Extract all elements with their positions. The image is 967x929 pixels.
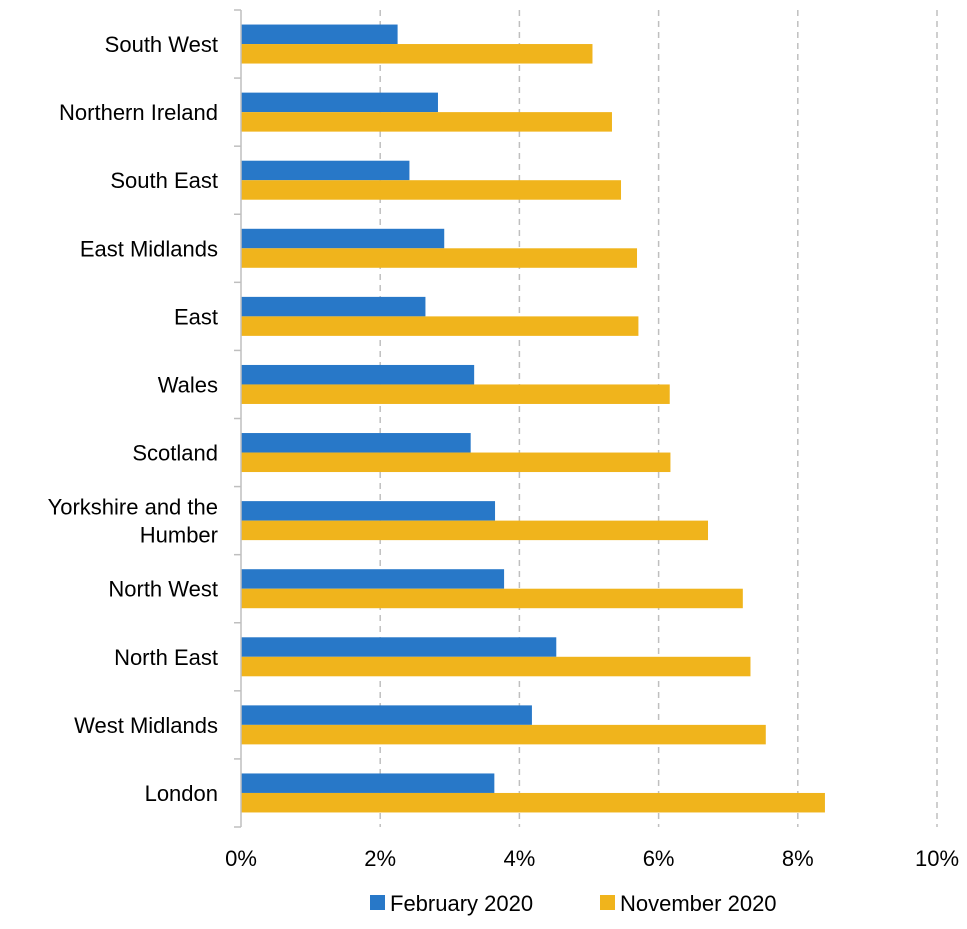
x-tick-label: 2% xyxy=(364,846,396,871)
x-tick-label: 4% xyxy=(504,846,536,871)
x-tick-label: 6% xyxy=(643,846,675,871)
bars xyxy=(241,24,825,813)
category-label-line: Yorkshire and the xyxy=(48,495,218,520)
bar-november-2020 xyxy=(241,316,639,336)
category-label: Yorkshire and the Humber xyxy=(48,495,218,548)
legend-label-november-2020: November 2020 xyxy=(620,891,777,916)
category-label: Northern Ireland xyxy=(59,100,218,125)
x-tick-label: 0% xyxy=(225,846,257,871)
category-label: East Midlands xyxy=(80,236,218,261)
category-label-line: Humber xyxy=(140,523,218,548)
category-label-line: North West xyxy=(108,577,218,602)
category-label-line: South East xyxy=(110,168,218,193)
category-label-line: Scotland xyxy=(132,441,218,466)
bar-november-2020 xyxy=(241,248,638,268)
category-label-line: Wales xyxy=(158,372,218,397)
category-label-line: London xyxy=(145,781,218,806)
bar-november-2020 xyxy=(241,792,825,813)
category-label: Wales xyxy=(158,372,218,397)
bar-february-2020 xyxy=(241,637,557,657)
bar-november-2020 xyxy=(241,112,612,132)
category-label-line: Northern Ireland xyxy=(59,100,218,125)
bar-november-2020 xyxy=(241,452,671,473)
bar-february-2020 xyxy=(241,433,471,453)
bar-november-2020 xyxy=(241,44,593,64)
gridlines xyxy=(379,10,938,827)
category-label-line: East xyxy=(174,304,218,329)
bar-february-2020 xyxy=(241,705,532,725)
category-label-line: East Midlands xyxy=(80,236,218,261)
legend-swatch-february-2020 xyxy=(370,895,385,910)
category-labels: South West Northern Ireland South East East… xyxy=(48,32,218,806)
bar-february-2020 xyxy=(241,228,445,249)
x-tick-labels: 0% 2% 4% 6% 8% 10% xyxy=(225,846,959,871)
bar-february-2020 xyxy=(241,296,426,317)
bar-november-2020 xyxy=(241,384,670,404)
bar-november-2020 xyxy=(241,724,766,745)
bar-february-2020 xyxy=(241,160,410,181)
category-label: London xyxy=(145,781,218,806)
bar-november-2020 xyxy=(241,180,622,200)
x-tick-label: 10% xyxy=(915,846,959,871)
x-tick-label: 8% xyxy=(782,846,814,871)
bar-february-2020 xyxy=(241,364,475,385)
legend: February 2020 November 2020 xyxy=(370,891,777,916)
axes xyxy=(234,9,242,828)
legend-swatch-november-2020 xyxy=(600,895,615,910)
bar-february-2020 xyxy=(241,24,398,45)
legend-label-february-2020: February 2020 xyxy=(390,891,533,916)
bar-november-2020 xyxy=(241,520,709,541)
bar-february-2020 xyxy=(241,569,505,589)
bar-february-2020 xyxy=(241,92,438,113)
category-label: West Midlands xyxy=(74,713,218,738)
bar-february-2020 xyxy=(241,501,496,521)
category-label: North West xyxy=(108,577,218,602)
category-label-line: South West xyxy=(105,32,218,57)
bar-november-2020 xyxy=(241,656,751,677)
bar-november-2020 xyxy=(241,588,743,609)
category-label: South East xyxy=(110,168,218,193)
category-label-line: North East xyxy=(114,645,218,670)
category-label: North East xyxy=(114,645,218,670)
category-label: Scotland xyxy=(132,441,218,466)
category-label-line: West Midlands xyxy=(74,713,218,738)
category-label: East xyxy=(174,304,218,329)
bar-february-2020 xyxy=(241,773,495,793)
category-label: South West xyxy=(105,32,218,57)
